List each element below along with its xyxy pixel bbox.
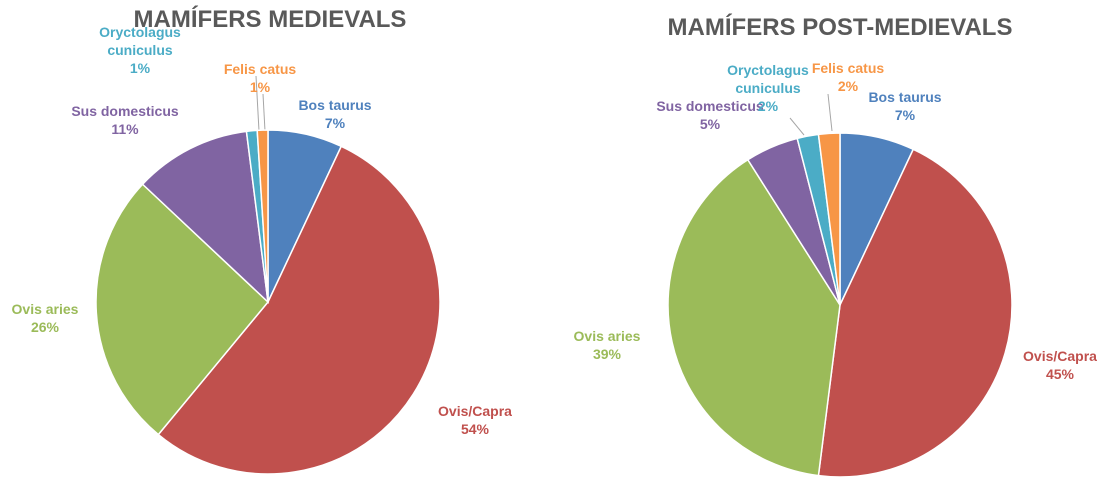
pie-slice bbox=[95, 183, 270, 436]
pie-slice bbox=[141, 130, 270, 304]
chart-title: MAMÍFERS MEDIEVALS bbox=[133, 6, 407, 33]
value-label: 11% bbox=[111, 121, 139, 137]
value-label: 5% bbox=[699, 116, 721, 132]
category-label: Oryctolagus cuniculus bbox=[727, 62, 809, 96]
pie-slice bbox=[667, 158, 841, 477]
data-label: Bos taurus 7% bbox=[860, 88, 950, 124]
data-label: Bos taurus 7% bbox=[290, 96, 380, 132]
data-label: Ovis/Capra 54% bbox=[430, 402, 520, 438]
value-label: 1% bbox=[249, 79, 271, 95]
category-label: Sus domesticus bbox=[656, 98, 764, 114]
category-label: Oryctolagus cuniculus bbox=[99, 24, 181, 58]
data-label: Oryctolagus cuniculus 1% bbox=[90, 23, 190, 77]
leader-line bbox=[262, 93, 266, 132]
leader-line bbox=[827, 93, 833, 132]
category-label: Felis catus bbox=[811, 60, 885, 76]
data-label: Ovis/Capra 45% bbox=[1015, 347, 1102, 383]
value-label: 45% bbox=[1045, 366, 1075, 382]
chart-title: MAMÍFERS POST-MEDIEVALS bbox=[667, 14, 1013, 41]
category-label: Felis catus bbox=[223, 61, 297, 77]
leader-line bbox=[255, 75, 260, 132]
category-label: Ovis aries bbox=[573, 328, 641, 344]
value-label: 7% bbox=[894, 107, 916, 123]
pie-slice bbox=[817, 148, 1013, 478]
value-label: 39% bbox=[592, 346, 622, 362]
value-label: 2% bbox=[757, 98, 779, 114]
category-label: Bos taurus bbox=[298, 97, 372, 113]
value-label: 26% bbox=[30, 319, 60, 335]
category-label: Ovis/Capra bbox=[438, 403, 512, 419]
leader-line bbox=[789, 117, 805, 136]
data-label: Oryctolagus cuniculus 2% bbox=[718, 61, 818, 115]
data-label: Felis catus 2% bbox=[803, 59, 893, 95]
data-label: Ovis aries 39% bbox=[562, 327, 652, 363]
category-label: Bos taurus bbox=[868, 89, 942, 105]
data-label: Felis catus 1% bbox=[215, 60, 305, 96]
category-label: Ovis aries bbox=[11, 301, 79, 317]
value-label: 2% bbox=[837, 78, 859, 94]
pie-slice bbox=[256, 129, 269, 303]
value-label: 7% bbox=[324, 115, 346, 131]
pie-slice bbox=[817, 132, 841, 306]
pie-slice bbox=[157, 145, 441, 475]
data-label: Ovis aries 26% bbox=[0, 300, 90, 336]
value-label: 1% bbox=[129, 60, 151, 76]
data-label: Sus domesticus 11% bbox=[60, 102, 190, 138]
data-label: Sus domesticus 5% bbox=[645, 97, 775, 133]
category-label: Sus domesticus bbox=[71, 103, 179, 119]
value-label: 54% bbox=[460, 421, 490, 437]
category-label: Ovis/Capra bbox=[1023, 348, 1097, 364]
